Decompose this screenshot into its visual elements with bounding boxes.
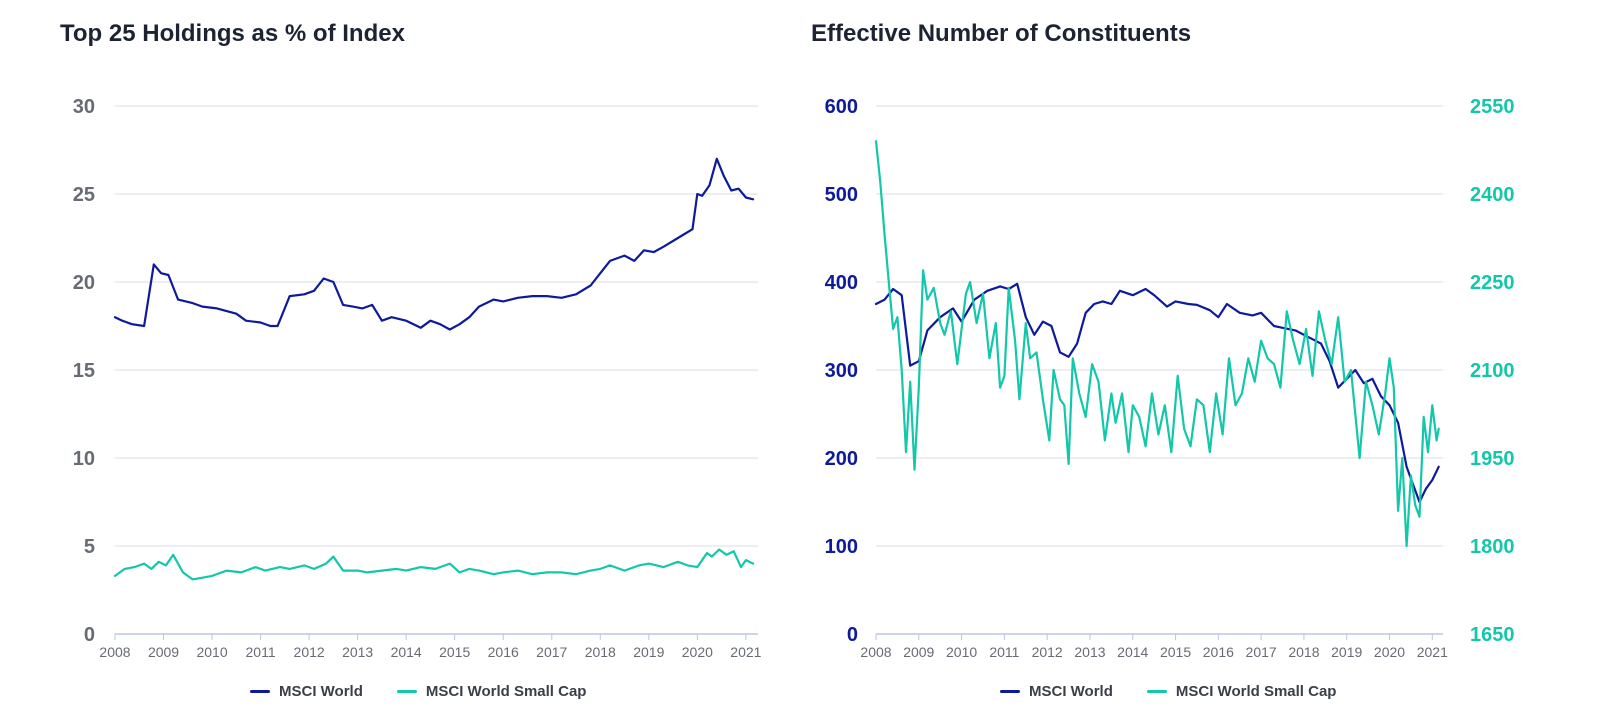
y-right-tick-label: 2250 bbox=[1470, 272, 1515, 294]
legend-swatch-small-cap bbox=[396, 690, 417, 693]
x-tick-label: 2018 bbox=[585, 644, 616, 660]
left-chart-title: Top 25 Holdings as % of Index bbox=[60, 20, 405, 47]
right-chart-title: Effective Number of Constituents bbox=[811, 20, 1192, 47]
y-right-tick-label: 2550 bbox=[1470, 96, 1515, 118]
legend-item-msci-world: MSCI World bbox=[250, 683, 363, 700]
x-tick-label: 2010 bbox=[196, 644, 227, 660]
y-tick-label: 400 bbox=[825, 272, 858, 294]
y-tick-label: 600 bbox=[825, 96, 858, 118]
y-tick-label: 25 bbox=[73, 184, 95, 206]
y-tick-label: 300 bbox=[825, 360, 858, 382]
x-tick-label: 2014 bbox=[391, 644, 422, 660]
y-tick-label: 0 bbox=[84, 624, 95, 646]
x-tick-label: 2010 bbox=[946, 644, 977, 660]
x-tick-label: 2008 bbox=[860, 644, 891, 660]
legend-label-small-cap: MSCI World Small Cap bbox=[1175, 683, 1337, 700]
x-tick-label: 2021 bbox=[1417, 644, 1448, 660]
legend-swatch-world bbox=[1000, 690, 1020, 693]
x-tick-label: 2016 bbox=[488, 644, 519, 660]
legend-label-world: MSCI World bbox=[279, 683, 363, 700]
right-chart-legend: MSCI World MSCI World Small Cap bbox=[1000, 683, 1336, 700]
legend-item-msci-world-small-cap: MSCI World Small Cap bbox=[1146, 683, 1337, 700]
y-tick-label: 200 bbox=[825, 448, 858, 470]
x-tick-label: 2017 bbox=[536, 644, 567, 660]
x-tick-label: 2008 bbox=[99, 644, 130, 660]
x-tick-label: 2012 bbox=[1032, 644, 1063, 660]
y-tick-label: 30 bbox=[73, 96, 95, 118]
y-tick-label: 10 bbox=[73, 448, 95, 470]
y-tick-label: 500 bbox=[825, 184, 858, 206]
x-tick-label: 2013 bbox=[342, 644, 373, 660]
left-chart-legend: MSCI World MSCI World Small Cap bbox=[250, 683, 586, 700]
series-line-msci-world bbox=[113, 157, 755, 331]
legend-label-small-cap: MSCI World Small Cap bbox=[425, 683, 587, 700]
legend-swatch-small-cap bbox=[1146, 690, 1167, 693]
y-right-tick-label: 2400 bbox=[1470, 184, 1515, 206]
x-tick-label: 2011 bbox=[989, 644, 1019, 660]
y-right-tick-label: 1800 bbox=[1470, 536, 1515, 558]
legend-label-world: MSCI World bbox=[1029, 683, 1113, 700]
y-tick-label: 100 bbox=[825, 536, 858, 558]
y-tick-label: 15 bbox=[73, 360, 95, 382]
x-tick-label: 2021 bbox=[730, 644, 761, 660]
legend-item-msci-world-small-cap: MSCI World Small Cap bbox=[396, 683, 587, 700]
y-right-tick-label: 1650 bbox=[1470, 624, 1515, 646]
x-tick-label: 2017 bbox=[1246, 644, 1277, 660]
y-tick-label: 20 bbox=[73, 272, 95, 294]
x-tick-label: 2018 bbox=[1288, 644, 1319, 660]
legend-swatch-world bbox=[250, 690, 270, 693]
x-tick-label: 2016 bbox=[1203, 644, 1234, 660]
x-tick-label: 2009 bbox=[148, 644, 179, 660]
x-tick-label: 2019 bbox=[633, 644, 664, 660]
x-tick-label: 2014 bbox=[1117, 644, 1148, 660]
x-tick-label: 2015 bbox=[1160, 644, 1191, 660]
x-tick-label: 2020 bbox=[682, 644, 713, 660]
x-tick-label: 2011 bbox=[246, 644, 276, 660]
x-tick-label: 2012 bbox=[294, 644, 325, 660]
y-right-tick-label: 2100 bbox=[1470, 360, 1515, 382]
x-tick-label: 2009 bbox=[903, 644, 934, 660]
series-line-msci-world bbox=[874, 282, 1440, 504]
series-line-msci-world-small-cap bbox=[874, 140, 1440, 548]
x-tick-label: 2019 bbox=[1331, 644, 1362, 660]
y-tick-label: 0 bbox=[847, 624, 858, 646]
y-tick-label: 5 bbox=[84, 536, 95, 558]
x-tick-label: 2013 bbox=[1074, 644, 1105, 660]
series-line-msci-world-small-cap bbox=[113, 548, 755, 581]
x-tick-label: 2020 bbox=[1374, 644, 1405, 660]
y-right-tick-label: 1950 bbox=[1470, 448, 1515, 470]
x-tick-label: 2015 bbox=[439, 644, 470, 660]
legend-item-msci-world: MSCI World bbox=[1000, 683, 1113, 700]
